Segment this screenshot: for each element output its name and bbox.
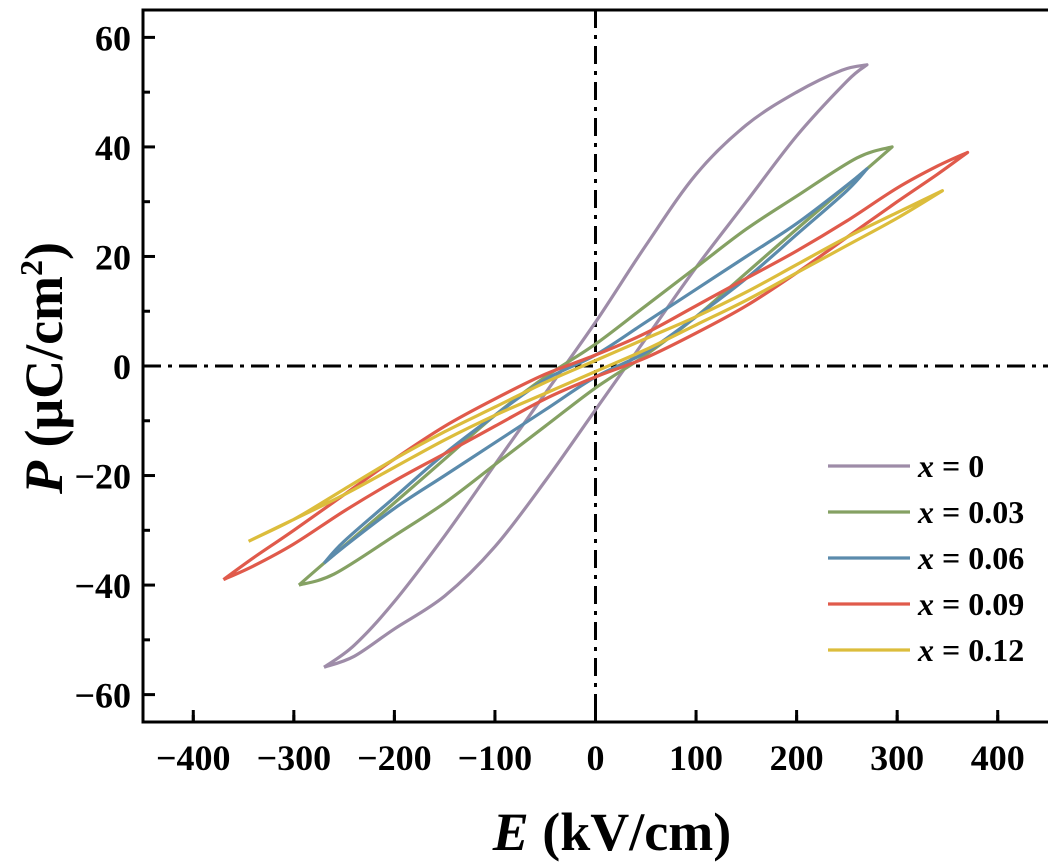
legend-label-1: x = 0.03 (917, 494, 1024, 530)
legend-label-2: x = 0.06 (917, 540, 1024, 576)
series-loop-4 (247, 189, 944, 543)
x-tick-label-8: 400 (971, 738, 1025, 778)
y-tick-label-6: 60 (95, 18, 131, 58)
legend-label-0: x = 0 (917, 448, 984, 484)
y-tick-label-3: 0 (113, 347, 131, 387)
axes-layer: −400 −300 −200 −100 0 100 200 300 400−60−40−2002… (74, 8, 1048, 778)
y-tick-label-5: 40 (95, 128, 131, 168)
series-loop-3 (222, 150, 970, 582)
legend-label-4: x = 0.12 (917, 632, 1024, 668)
x-axis-title: E (kV/cm) (492, 802, 731, 862)
y-tick-label-0: −60 (74, 676, 131, 716)
x-tick-label-1: −300 (257, 738, 332, 778)
x-tick-label-2: −200 (357, 738, 432, 778)
legend-label-3: x = 0.09 (917, 586, 1024, 622)
y-axis-title: P (μC/cm2) (13, 242, 74, 495)
x-tick-label-6: 200 (770, 738, 824, 778)
y-tick-label-2: −20 (74, 457, 131, 497)
x-tick-label-3: −100 (458, 738, 533, 778)
legend: x = 0 x = 0.03 x = 0.06 x = 0.09 x = 0.12 (828, 448, 1024, 668)
x-tick-label-4: 0 (587, 738, 605, 778)
y-tick-label-4: 20 (95, 237, 131, 277)
y-tick-label-1: −40 (74, 566, 131, 606)
x-tick-label-0: −400 (156, 738, 231, 778)
x-tick-label-5: 100 (669, 738, 723, 778)
plot-layer (143, 10, 1048, 722)
x-tick-label-7: 300 (870, 738, 924, 778)
